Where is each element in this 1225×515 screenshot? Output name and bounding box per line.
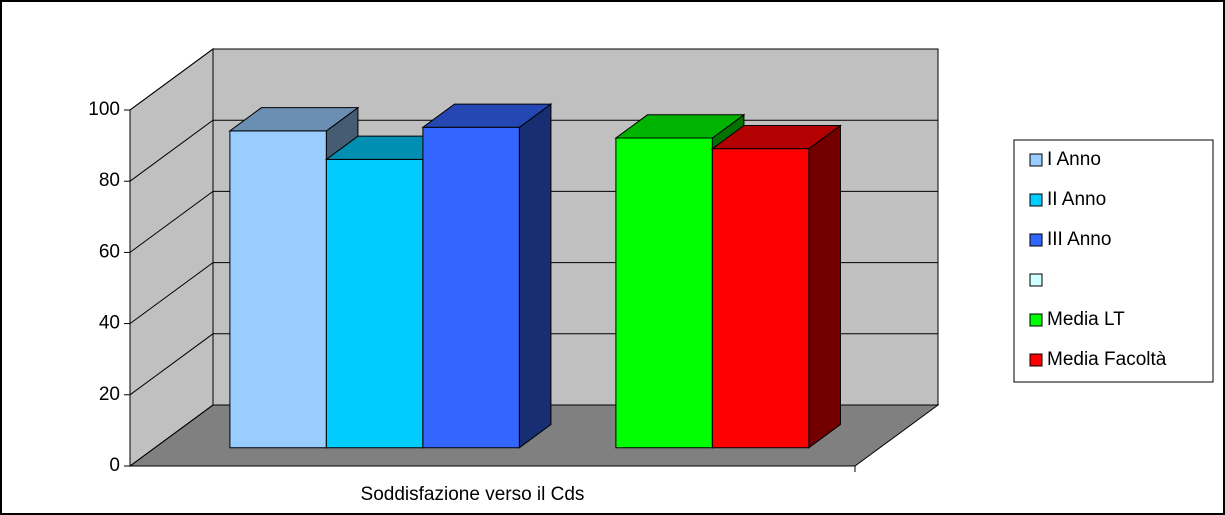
legend-swatch: [1029, 153, 1043, 167]
legend-swatch: [1029, 353, 1043, 367]
legend-label: I Anno: [1047, 149, 1101, 170]
legend-box: [1013, 139, 1214, 383]
bar: [710, 124, 842, 449]
side-wall: [129, 48, 214, 467]
bar-front: [711, 148, 810, 449]
y-tick-label: 0: [109, 455, 120, 476]
legend-label: II Anno: [1047, 189, 1106, 210]
legend-swatch: [1029, 313, 1043, 327]
legend-swatch: [1029, 233, 1043, 247]
y-tick-label: 40: [99, 313, 120, 334]
legend-label: Media Facoltà: [1047, 349, 1167, 370]
legend-swatch: [1029, 193, 1043, 207]
grid-line: [129, 48, 938, 111]
bar-front: [229, 130, 327, 449]
bar-front: [422, 126, 520, 449]
bar: [421, 103, 553, 449]
y-tick-label: 20: [99, 384, 120, 405]
bar-top: [421, 103, 553, 128]
bar-top: [710, 124, 842, 150]
legend-swatch: [1029, 273, 1043, 287]
legend-label: III Anno: [1047, 229, 1111, 250]
y-tick-label: 60: [99, 241, 120, 262]
bar-side: [518, 103, 552, 449]
bar-front: [325, 158, 424, 449]
y-tick-label: 80: [99, 170, 120, 191]
bar-front: [615, 137, 713, 449]
y-tick-label: 100: [88, 99, 120, 120]
legend-label: Media LT: [1047, 309, 1125, 330]
bar-top: [614, 114, 746, 139]
bar-side: [808, 124, 841, 449]
x-tick-label: Soddisfazione verso il Cds: [361, 484, 585, 505]
bar-top: [228, 107, 360, 132]
